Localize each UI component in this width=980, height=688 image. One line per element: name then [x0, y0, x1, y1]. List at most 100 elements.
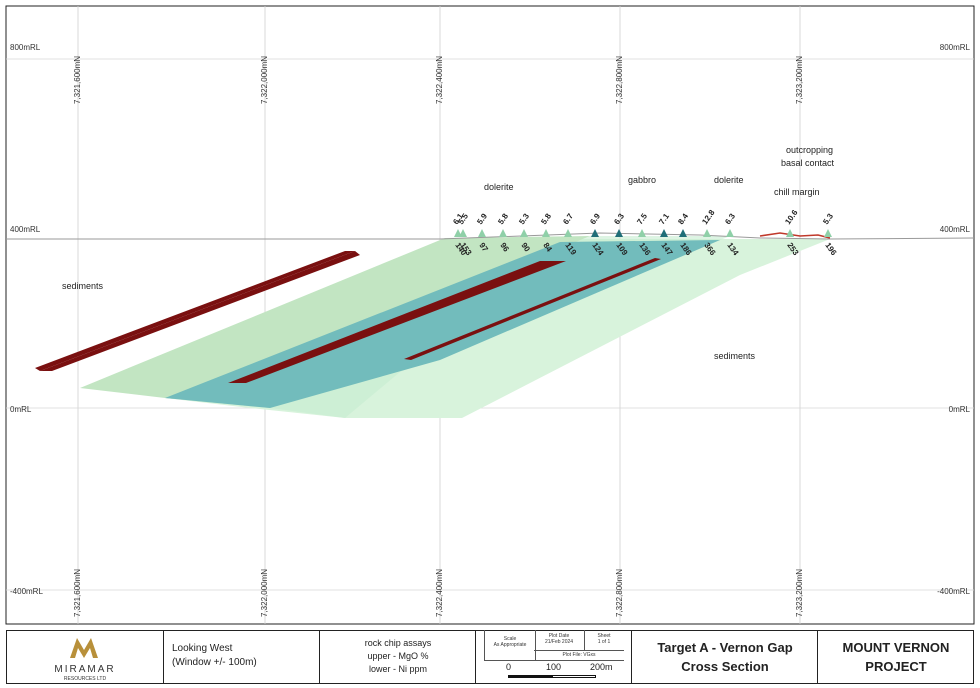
sample-ni-label: 196	[823, 241, 838, 258]
sample-marker-icon	[542, 229, 550, 237]
rl-label-right: -400mRL	[937, 587, 970, 596]
northing-label: 7,321,600mN	[73, 56, 82, 104]
plot-file: Plot File: VGxs	[562, 652, 596, 658]
scale-value: As Appropriate	[493, 642, 527, 648]
topography-line	[6, 232, 975, 240]
northing-label: 7,321,600mN	[73, 569, 82, 617]
sample-mgo-label: 5.3	[517, 211, 531, 226]
scalebar-segment-2	[552, 675, 596, 678]
company-subtitle: RESOURCES LTD	[63, 676, 107, 682]
drawing-title-line1: Target A - Vernon Gap	[657, 640, 793, 655]
sample-marker-icon	[726, 229, 734, 237]
northing-label: 7,322,000mN	[260, 56, 269, 104]
sediments-label-right: sediments	[714, 351, 756, 361]
rl-label-right: 400mRL	[940, 225, 971, 234]
northing-label: 7,323,200mN	[795, 569, 804, 617]
sample-marker-icon	[520, 229, 528, 237]
miramar-logo-icon	[70, 638, 98, 658]
rl-grid	[6, 58, 974, 591]
ultramafic-band-centre	[228, 261, 566, 383]
view-window: (Window +/- 100m)	[172, 657, 257, 668]
sample-mgo-label: 10.6	[783, 208, 800, 226]
scalebar-label-100: 100	[546, 662, 562, 672]
sample-mgo-label: 6.7	[561, 211, 575, 226]
title-block	[6, 630, 974, 684]
sample-marker-icon	[703, 229, 711, 237]
northing-labels-top: 7,321,600mN 7,322,000mN 7,322,400mN 7,32…	[73, 56, 804, 104]
sample-mgo-label: 5.8	[496, 211, 510, 226]
section-frame	[5, 5, 975, 625]
rl-label-left: 400mRL	[10, 225, 41, 234]
dolerite-label-right: dolerite	[714, 175, 744, 185]
sample-mgo-label: 6.3	[723, 211, 737, 226]
northing-label: 7,322,000mN	[260, 569, 269, 617]
view-direction: Looking West	[172, 643, 233, 654]
project-cell: MOUNT VERNON PROJECT	[818, 630, 974, 684]
sample-marker-icon	[660, 229, 668, 237]
northing-label: 7,322,800mN	[615, 56, 624, 104]
project-name-line1: MOUNT VERNON	[842, 640, 950, 655]
scale-label: Scale	[503, 636, 517, 642]
company-name: MIRAMAR	[54, 664, 116, 675]
cross-section-panel: 7,321,600mN 7,322,000mN 7,322,400mN 7,32…	[5, 5, 975, 625]
ultramafic-band-left-lower	[40, 251, 360, 371]
sediments-label-left: sediments	[62, 281, 104, 291]
northing-label: 7,322,400mN	[435, 56, 444, 104]
scalebar-label-200: 200m	[590, 662, 613, 672]
sample-mgo-label: 6.3	[612, 211, 626, 226]
scale-divider	[484, 660, 624, 661]
ultramafic-band-right	[404, 258, 661, 360]
sample-mgo-label: 5.8	[539, 211, 553, 226]
plot-date-box: Plot Date 21/Feb 2024	[534, 630, 585, 651]
sample-marker-icon	[786, 229, 794, 237]
plot-date-label: Plot Date	[548, 633, 570, 639]
sample-marker-icon	[459, 229, 467, 237]
sample-mgo-label: 8.4	[676, 211, 690, 226]
sample-marker-icon	[679, 229, 687, 237]
sheet-label: Sheet	[597, 633, 611, 639]
dolerite-polygon	[80, 236, 590, 408]
logo-cell: MIRAMAR RESOURCES LTD	[6, 630, 164, 684]
basal-contact-outcrop	[759, 232, 831, 239]
rl-label-left: -400mRL	[10, 587, 43, 596]
sample-marker-icon	[564, 229, 572, 237]
outcropping-label-line1: outcropping	[786, 145, 833, 155]
sample-mgo-label: 5.3	[821, 211, 835, 226]
scale-box: Scale As Appropriate	[484, 630, 536, 660]
sample-marker-icon	[638, 229, 646, 237]
sample-marker-icon	[478, 229, 486, 237]
legend-cell: rock chip assays upper - MgO % lower - N…	[320, 630, 476, 684]
dolerite-label-left: dolerite	[484, 182, 514, 192]
northing-label: 7,322,800mN	[615, 569, 624, 617]
northing-label: 7,322,400mN	[435, 569, 444, 617]
sample-mgo-label: 7.1	[657, 211, 671, 226]
gabbro-label: gabbro	[628, 175, 656, 185]
sample-mgo-label: 12.8	[700, 208, 717, 226]
rl-label-left: 0mRL	[10, 405, 32, 414]
drawing-title-cell: Target A - Vernon Gap Cross Section	[632, 630, 818, 684]
gabbro-polygon	[165, 240, 720, 408]
northing-labels-bottom: 7,321,600mN 7,322,000mN 7,322,400mN 7,32…	[73, 569, 804, 617]
rl-labels: 800mRL 400mRL 0mRL -400mRL 800mRL 400mRL…	[10, 43, 971, 596]
sample-mgo-label: 7.5	[635, 211, 649, 226]
geology-labels: sediments sediments dolerite gabbro dole…	[62, 145, 835, 361]
legend-line-2: upper - MgO %	[367, 651, 429, 661]
scalebar-label-0: 0	[506, 662, 512, 672]
ultramafic-band-left	[35, 251, 355, 371]
sample-mgo-label: 5.9	[475, 211, 489, 226]
legend-line-1: rock chip assays	[364, 638, 432, 648]
outcropping-label-line2: basal contact	[781, 158, 835, 168]
drawing-title-line2: Cross Section	[681, 659, 769, 674]
scalebar-segment-1	[508, 675, 552, 678]
view-cell: Looking West (Window +/- 100m)	[164, 630, 320, 684]
sheet-box: Sheet 1 of 1	[584, 630, 624, 651]
plot-info-cell: Scale As Appropriate Plot Date 21/Feb 20…	[476, 630, 632, 684]
rl-label-right: 800mRL	[940, 43, 971, 52]
sample-marker-icon	[824, 229, 832, 237]
legend-line-3: lower - Ni ppm	[368, 664, 427, 674]
sample-marker-icon	[591, 229, 599, 237]
northing-label: 7,323,200mN	[795, 56, 804, 104]
rl-label-right: 0mRL	[949, 405, 971, 414]
rl-label-left: 800mRL	[10, 43, 41, 52]
sample-marker-icon	[615, 229, 623, 237]
